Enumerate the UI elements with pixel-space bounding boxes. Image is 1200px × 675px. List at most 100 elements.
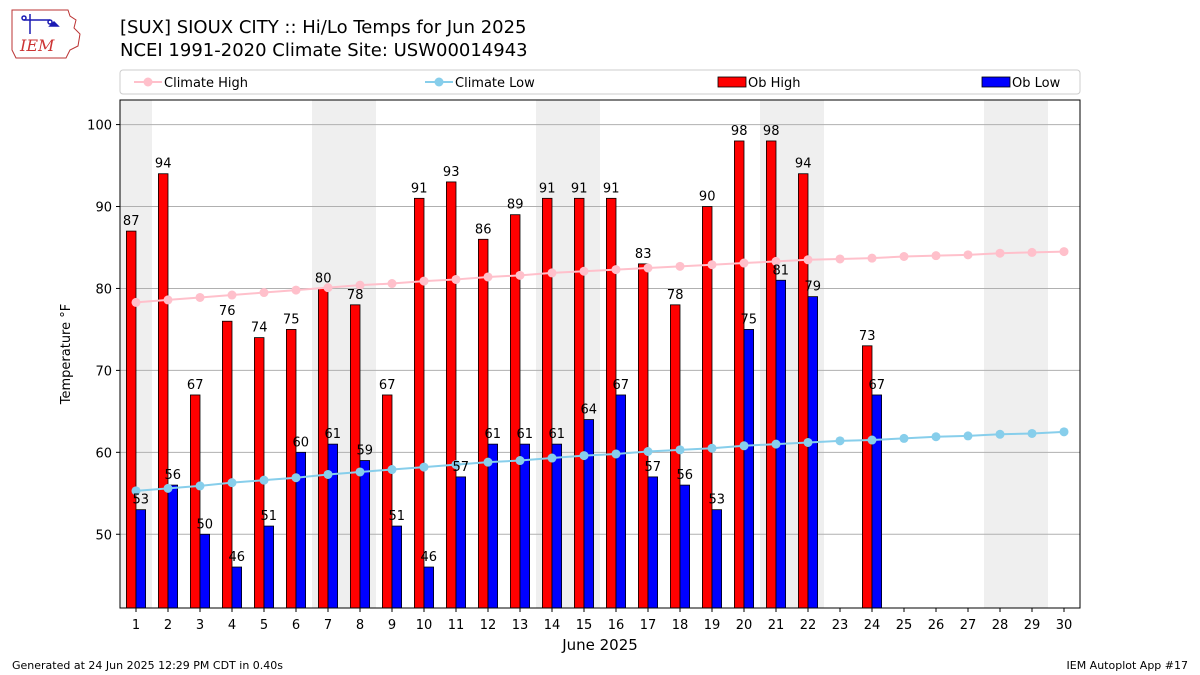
climate-low-point [899, 433, 909, 443]
ob-high-label: 94 [155, 157, 172, 172]
climate-low-point [355, 467, 365, 477]
ob-high-bar [381, 394, 393, 609]
x-tick-label: 5 [260, 618, 268, 633]
climate-low-point [963, 431, 973, 441]
plot-frame [119, 99, 1081, 609]
ob-high-label: 80 [315, 271, 332, 286]
x-tick-label: 22 [800, 618, 817, 633]
climate-low-line [135, 430, 1065, 492]
ob-high-bar [766, 140, 777, 609]
ob-low-bar [263, 525, 275, 609]
ob-low-legend-swatch [981, 76, 1011, 88]
y-tick-label: 70 [95, 364, 112, 379]
climate-low-point [1027, 428, 1037, 438]
weekend-band [984, 100, 1016, 608]
climate-low-point [451, 460, 461, 470]
ob-low-label: 81 [773, 263, 790, 278]
ob-high-bar [157, 173, 169, 609]
x-tick-label: 4 [228, 618, 236, 633]
climate-high-point [323, 283, 333, 293]
ob-low-label: 53 [133, 493, 150, 508]
ob-high-label: 91 [411, 181, 428, 196]
climate-low-point [419, 462, 429, 472]
x-tick-label: 24 [864, 618, 881, 633]
ob-high-bar [253, 337, 265, 609]
ob-low-label: 46 [421, 550, 438, 565]
climate-high-point [771, 256, 781, 266]
climate-low-point [931, 432, 941, 442]
data-labels: 87 94 67 76 74 75 80 78 67 91 93 86 89 91 91 91 83 78 90 98… [123, 124, 885, 565]
ob-high-label: 93 [443, 165, 460, 180]
climate-low-point [771, 439, 781, 449]
x-tick-label: 13 [512, 618, 529, 633]
ob-high-bar [734, 140, 745, 609]
x-tick-label: 23 [832, 618, 849, 633]
y-tick-label: 50 [95, 528, 112, 543]
climate-high-point [675, 261, 685, 271]
ob-high-bar [638, 263, 649, 609]
x-tick-label: 9 [388, 618, 396, 633]
ob-low-label: 64 [581, 403, 598, 418]
ob-low-label: 61 [549, 427, 566, 442]
ob-low-bar [679, 484, 691, 609]
ob-low-bar [327, 443, 339, 609]
climate-low-legend-label: Climate Low [455, 76, 535, 91]
climate-low-point [227, 478, 237, 488]
ob-high-label: 75 [283, 312, 300, 327]
x-tick-label: 11 [448, 618, 465, 633]
ob-low-bar [135, 509, 147, 609]
ob-high-bar [189, 394, 201, 609]
climate-low-point [131, 486, 141, 496]
ob-low-label: 53 [709, 493, 726, 508]
ob-low-label: 59 [357, 444, 374, 459]
ob-high-label: 67 [379, 378, 396, 393]
climate-high-point [547, 268, 557, 278]
climate-low-point [611, 449, 621, 459]
logo-text: IEM [19, 36, 55, 55]
climate-high-point [611, 265, 621, 275]
ob-high-label: 86 [475, 222, 492, 237]
ob-high-bar [670, 304, 681, 609]
x-tick-label: 3 [196, 618, 204, 633]
ob-high-label: 90 [699, 190, 716, 205]
climate-low-point [483, 457, 493, 467]
ob-low-bar [167, 484, 179, 609]
x-tick-label: 2 [164, 618, 172, 633]
climate-high-point [451, 274, 461, 284]
ob-low-label: 46 [229, 550, 246, 565]
ob-low-bar [647, 476, 659, 609]
y-axis-label: Temperature °F [59, 304, 74, 405]
climate-high-legend-marker [143, 77, 153, 87]
ob-high-bar [126, 230, 137, 609]
y-tick-label: 80 [95, 282, 112, 297]
climate-low-point [707, 443, 717, 453]
ob-low-label: 67 [613, 378, 630, 393]
ob-low-label: 56 [677, 468, 694, 483]
climate-low-point [643, 447, 653, 457]
climate-low-point [387, 465, 397, 475]
x-tick-label: 28 [992, 618, 1009, 633]
climate-high-point [227, 290, 237, 300]
ob-low-label: 50 [197, 517, 214, 532]
ob-low-bar [359, 460, 371, 609]
x-tick-label: 8 [356, 618, 364, 633]
ob-high-label: 74 [251, 321, 268, 336]
ob-low-label: 67 [869, 378, 886, 393]
ob-low-bar [423, 566, 435, 609]
weather-station-icon [21, 14, 60, 34]
ob-high-label: 83 [635, 247, 652, 262]
ob-low-label: 79 [805, 280, 822, 295]
ob-low-bar [743, 329, 755, 609]
ob-low-label: 51 [389, 509, 406, 524]
climate-high-point [291, 285, 301, 295]
x-tick-label: 19 [704, 618, 721, 633]
x-tick-label: 6 [292, 618, 300, 633]
ob-low-label: 61 [325, 427, 342, 442]
ob-high-bar [413, 197, 425, 609]
y-tick-label: 60 [95, 446, 112, 461]
y-tick-label: 90 [95, 201, 112, 216]
ob-high-label: 67 [187, 378, 204, 393]
climate-high-legend-label: Climate High [164, 76, 248, 91]
climate-low-point [515, 456, 525, 466]
